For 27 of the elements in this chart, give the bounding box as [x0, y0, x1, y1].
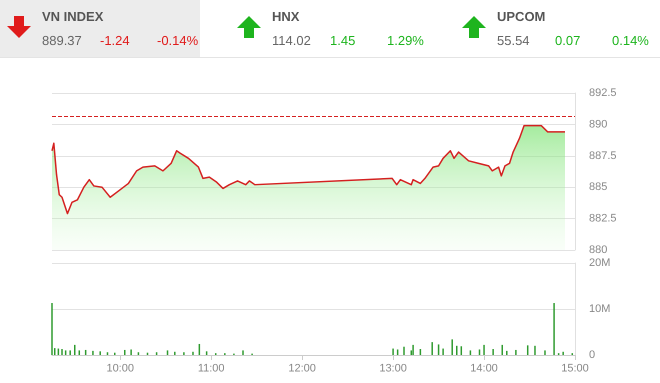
text: 1.29%	[387, 33, 424, 48]
y-tick-label: 892.5	[589, 87, 617, 99]
x-tick-label: 10:00	[106, 362, 134, 374]
x-tick-label: 15:00	[561, 362, 589, 374]
x-tick-label: 13:00	[379, 362, 407, 374]
y-tick-label: 880	[589, 244, 608, 256]
text: 114.02	[272, 33, 311, 48]
text: 0.14%	[612, 33, 649, 48]
text: HNX	[272, 9, 300, 24]
text: 55.54	[497, 33, 530, 48]
y-tick-label: 10M	[589, 303, 610, 315]
text: UPCOM	[497, 9, 546, 24]
text: -1.24	[100, 33, 130, 48]
y-tick-label: 0	[589, 349, 596, 361]
x-tick-label: 11:00	[198, 362, 225, 374]
y-tick-label: 887.5	[589, 150, 617, 162]
text: 0.07	[555, 33, 580, 48]
y-tick-label: 20M	[589, 257, 610, 269]
y-tick-label: 890	[589, 118, 608, 130]
text: 1.45	[330, 33, 356, 48]
x-tick-label: 14:00	[470, 362, 498, 374]
text: 889.37	[42, 33, 82, 48]
x-tick-label: 12:00	[288, 362, 316, 374]
y-tick-label: 882.5	[589, 212, 617, 225]
text: -0.14%	[157, 33, 198, 48]
y-tick-label: 885	[589, 181, 608, 194]
text: VN INDEX	[42, 9, 104, 24]
